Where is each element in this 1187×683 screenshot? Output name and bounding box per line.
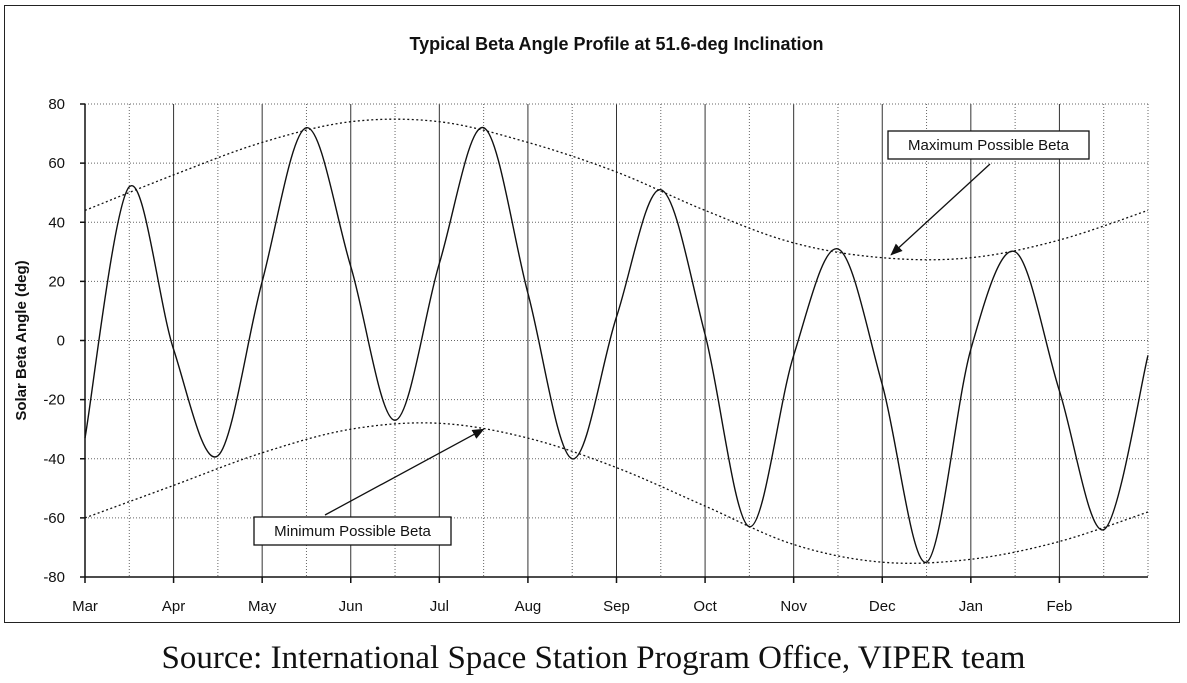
maximum-beta-annotation-arrow: [890, 163, 991, 256]
source-caption: Source: International Space Station Prog…: [161, 640, 1026, 676]
y-tick-label: 40: [48, 214, 65, 231]
x-tick-label: Jun: [339, 598, 363, 615]
x-tick-label: Dec: [869, 598, 896, 615]
x-tick-label: Feb: [1046, 598, 1072, 615]
chart-frame: [4, 5, 1180, 623]
chart-title: Typical Beta Angle Profile at 51.6-deg I…: [409, 34, 823, 54]
x-tick-label: Oct: [693, 598, 717, 615]
y-tick-label: -20: [43, 392, 65, 409]
minimum-beta-annotation-label: Minimum Possible Beta: [274, 523, 431, 540]
y-tick-label: -60: [43, 510, 65, 527]
maximum-beta-annotation-label: Maximum Possible Beta: [908, 137, 1070, 154]
y-tick-label: -40: [43, 451, 65, 468]
x-tick-label: Sep: [603, 598, 630, 615]
y-tick-label: -80: [43, 569, 65, 586]
maximum-beta-annotation-box: [887, 130, 1090, 160]
x-tick-label: Mar: [72, 598, 98, 615]
x-tick-label: May: [248, 598, 277, 615]
x-tick-label: Jul: [430, 598, 449, 615]
beta-angle-line: [84, 126, 1149, 563]
y-tick-label: 20: [48, 273, 65, 290]
x-tick-label: Jan: [959, 598, 983, 615]
maximum-beta-line: [84, 118, 1149, 261]
y-tick-label: 80: [48, 96, 65, 113]
minimum-beta-annotation-box: [253, 516, 452, 546]
minimum-beta-annotation-arrow: [324, 428, 485, 516]
x-tick-label: Aug: [515, 598, 542, 615]
y-tick-label: 60: [48, 155, 65, 172]
beta-angle-chart: Typical Beta Angle Profile at 51.6-deg I…: [13, 34, 1149, 615]
y-tick-label: 0: [57, 333, 65, 350]
x-tick-label: Nov: [780, 598, 807, 615]
x-tick-label: Apr: [162, 598, 185, 615]
y-axis-label: Solar Beta Angle (deg): [13, 260, 30, 420]
